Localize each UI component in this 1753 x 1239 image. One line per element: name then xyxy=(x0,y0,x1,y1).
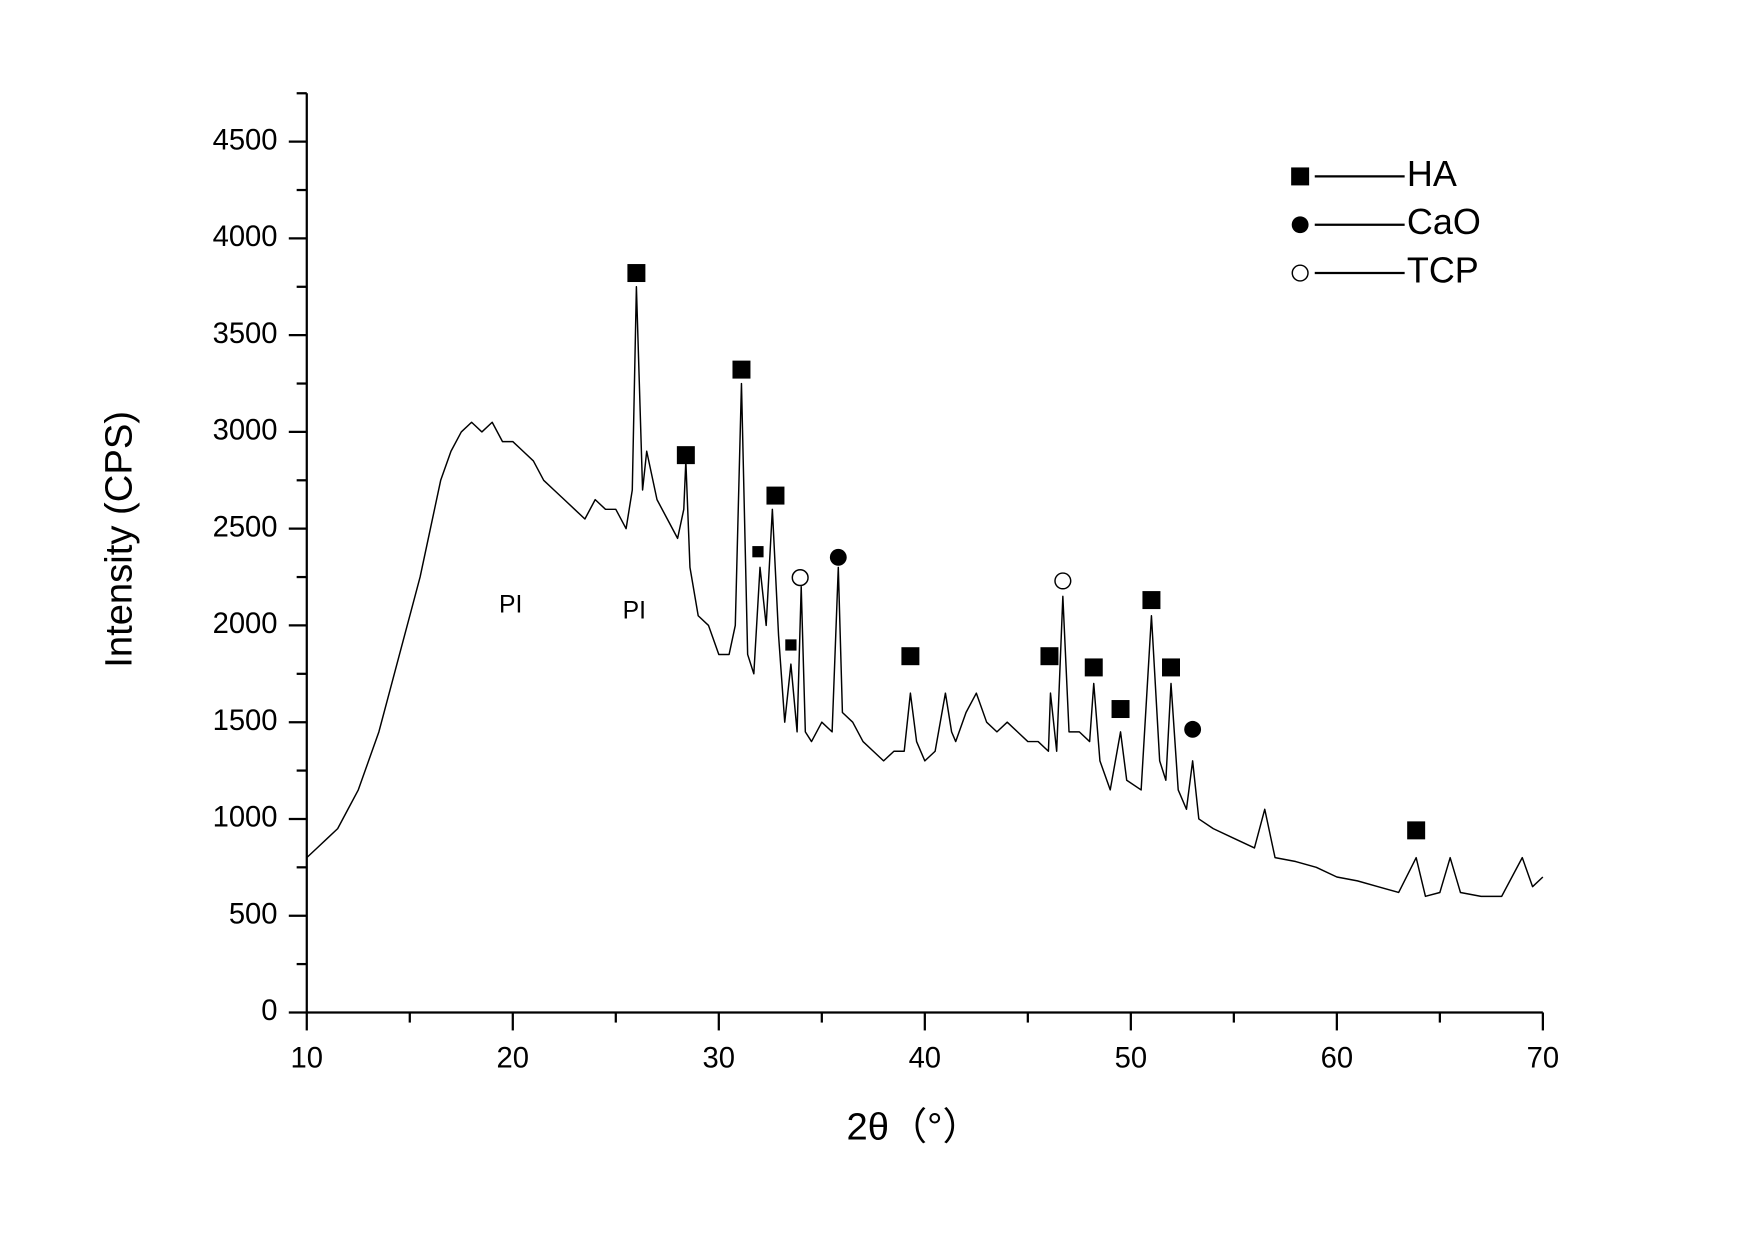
x-tick-label: 50 xyxy=(1115,1042,1147,1074)
small-square-marker xyxy=(752,546,764,558)
x-tick-label: 30 xyxy=(703,1042,735,1074)
circle-marker xyxy=(1184,720,1202,738)
square-marker xyxy=(732,360,751,379)
annotation: PI xyxy=(623,597,646,624)
x-axis-title: 2θ（°） xyxy=(847,1105,981,1148)
square-marker xyxy=(901,647,920,666)
legend-label: CaO xyxy=(1407,201,1481,242)
square-marker xyxy=(1084,658,1103,677)
square-marker xyxy=(1407,821,1426,840)
y-tick-label: 3000 xyxy=(213,415,278,447)
y-tick-label: 0 xyxy=(261,995,277,1027)
x-tick-label: 60 xyxy=(1321,1042,1353,1074)
square-marker xyxy=(627,264,646,283)
y-tick-label: 1000 xyxy=(213,802,278,834)
annotation: PI xyxy=(499,592,522,619)
square-marker xyxy=(1291,167,1310,186)
open-circle-marker xyxy=(1291,264,1309,282)
open-circle-marker xyxy=(1054,572,1072,590)
x-tick-label: 10 xyxy=(291,1042,323,1074)
square-marker xyxy=(1162,658,1180,677)
square-marker xyxy=(1142,591,1161,610)
y-tick-label: 4500 xyxy=(213,124,278,156)
legend-label: HA xyxy=(1407,153,1457,194)
circle-marker xyxy=(1291,216,1309,234)
x-tick-label: 70 xyxy=(1527,1042,1559,1074)
y-tick-label: 2500 xyxy=(213,511,278,543)
y-tick-label: 2000 xyxy=(213,608,278,640)
y-tick-label: 3500 xyxy=(213,318,278,350)
small-square-marker xyxy=(785,639,797,651)
xrd-line xyxy=(306,286,1544,898)
y-tick-label: 4000 xyxy=(213,221,278,253)
x-tick-label: 20 xyxy=(497,1042,529,1074)
circle-marker xyxy=(829,548,847,566)
x-tick-label: 40 xyxy=(909,1042,941,1074)
square-marker xyxy=(1040,647,1059,666)
legend-label: TCP xyxy=(1407,250,1479,291)
y-tick-label: 500 xyxy=(229,898,278,930)
square-marker xyxy=(1111,700,1130,719)
square-marker xyxy=(676,446,695,465)
open-circle-marker xyxy=(791,569,809,587)
y-tick-label: 1500 xyxy=(213,705,278,737)
y-axis-title: Intensity (CPS) xyxy=(97,411,140,668)
square-marker xyxy=(766,486,785,505)
